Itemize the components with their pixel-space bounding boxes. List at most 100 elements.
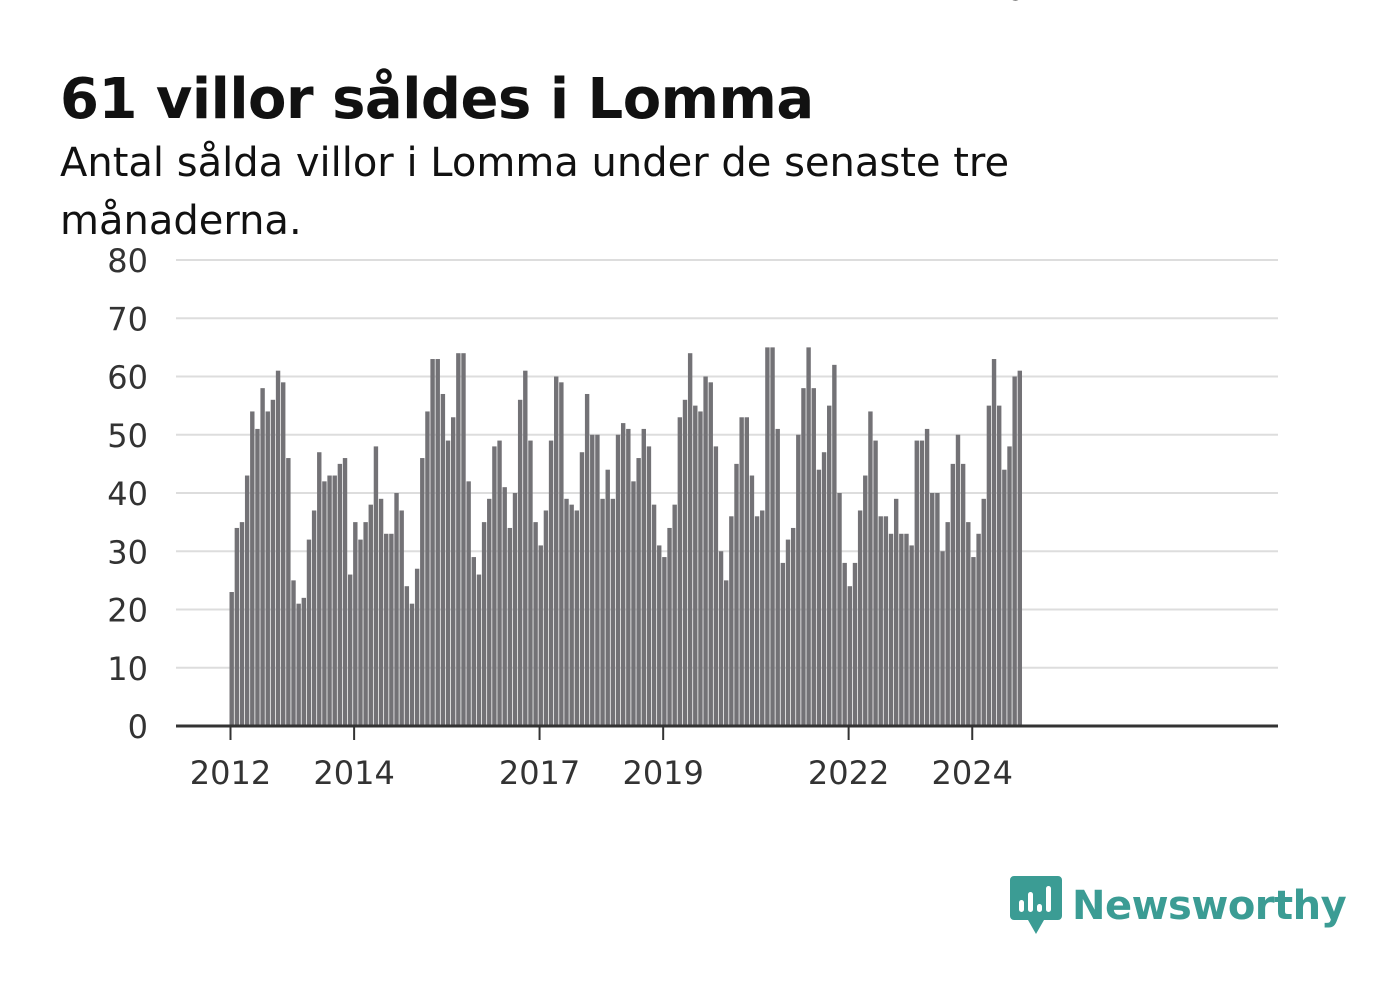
bar (425, 411, 430, 726)
y-tick-label: 70 (107, 300, 148, 338)
bar (450, 417, 456, 726)
bar (821, 452, 827, 726)
bar (234, 527, 240, 726)
bar (837, 493, 842, 726)
bar (749, 475, 755, 726)
bar (275, 370, 281, 726)
bar (517, 399, 523, 726)
bar (626, 428, 631, 726)
bar (955, 434, 961, 726)
bar (981, 498, 986, 726)
bar (883, 516, 889, 726)
bar (667, 527, 672, 726)
bar (296, 603, 301, 726)
x-axis: 2012 2014 2017 2019 2022 2024 (190, 726, 1013, 792)
x-tick-label: 2012 (190, 754, 271, 792)
bar (440, 393, 446, 726)
bar (754, 516, 760, 726)
bar (430, 359, 435, 726)
bar (301, 597, 307, 726)
bar (842, 562, 847, 726)
bar (739, 417, 744, 726)
bar (559, 382, 564, 726)
bar (718, 551, 724, 726)
bar (327, 475, 332, 726)
bar (1012, 376, 1017, 726)
bar (873, 440, 878, 726)
bar (1002, 469, 1007, 726)
brand-logo: Newsworthy (1010, 876, 1347, 936)
bar (600, 498, 605, 726)
bar (996, 405, 1002, 726)
bar (373, 446, 379, 726)
bar (584, 393, 590, 726)
bar (713, 446, 719, 726)
bar (904, 533, 909, 726)
y-tick-label: 60 (107, 359, 148, 397)
bar (487, 498, 492, 726)
bar (651, 504, 657, 726)
bar (538, 545, 543, 726)
bar (646, 446, 652, 726)
bar (945, 522, 950, 726)
bar (384, 533, 389, 726)
y-tick-label: 50 (107, 417, 148, 455)
bar (857, 510, 863, 726)
bar (337, 463, 343, 726)
bar (317, 452, 322, 726)
bar (420, 458, 425, 726)
bar (244, 475, 250, 726)
bar (270, 399, 276, 726)
bar (847, 586, 853, 726)
bar (620, 423, 626, 726)
bar (497, 440, 502, 726)
bar (322, 481, 327, 726)
bar (801, 388, 806, 726)
bar (528, 440, 533, 726)
bar (868, 411, 873, 726)
bar (723, 580, 729, 726)
bar (914, 440, 919, 726)
bar (579, 452, 585, 726)
bars (229, 347, 1023, 726)
bar (291, 580, 296, 726)
bar (893, 498, 899, 726)
bar (785, 539, 791, 726)
bar (311, 510, 317, 726)
bar (930, 493, 935, 726)
bar (780, 562, 786, 726)
bar (909, 545, 914, 726)
bar (796, 434, 801, 726)
bar (476, 574, 482, 726)
bar (368, 504, 373, 726)
bar (863, 475, 868, 726)
bar (435, 359, 440, 726)
bar (399, 510, 404, 726)
bar (610, 498, 616, 726)
y-tick-label: 40 (107, 475, 148, 513)
bar (615, 434, 621, 726)
bar (816, 469, 822, 726)
bar (332, 475, 337, 726)
bar (512, 493, 518, 726)
bar (239, 522, 245, 726)
bar (461, 353, 466, 726)
bar (641, 428, 646, 726)
bar (935, 493, 940, 726)
bar (389, 533, 394, 726)
bar (543, 510, 549, 726)
y-tick-label: 10 (107, 650, 148, 688)
bar (286, 458, 291, 726)
bar (986, 405, 992, 726)
bar (363, 522, 368, 726)
bar (636, 458, 641, 726)
bar (682, 399, 688, 726)
bar (347, 574, 353, 726)
bar (672, 504, 677, 726)
bar (445, 440, 451, 726)
bar (414, 568, 420, 726)
bar (832, 364, 837, 726)
bar (888, 533, 894, 726)
bar (770, 347, 775, 726)
